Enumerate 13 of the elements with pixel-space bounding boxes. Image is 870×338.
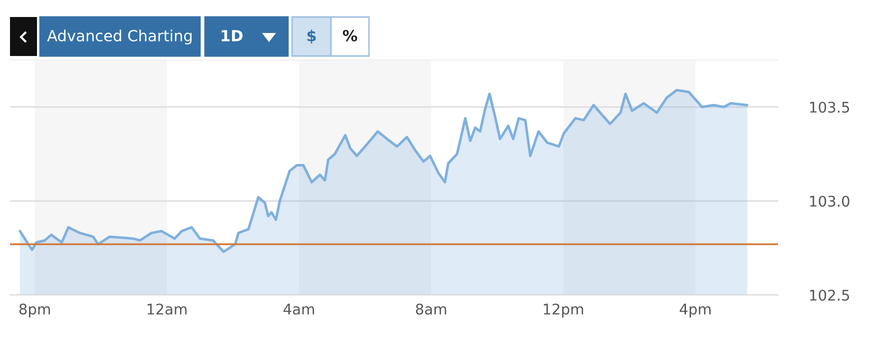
text: $	[307, 30, 316, 44]
x-tick-label: 8pm	[19, 304, 50, 318]
x-tick-label: 4am	[284, 304, 314, 315]
y-tick-label: 102.5	[810, 290, 850, 301]
x-tick-label: 12am	[148, 304, 187, 315]
x-tick-label: 12pm	[544, 304, 584, 318]
text: %	[342, 30, 358, 42]
y-tick-label: 103.0	[810, 196, 850, 207]
x-tick-label: 8am	[416, 304, 446, 315]
text: 1D	[222, 30, 243, 42]
text: Advanced Charting	[47, 30, 192, 44]
x-tick-label: 4pm	[680, 304, 711, 318]
y-tick-label: 103.5	[810, 102, 850, 113]
